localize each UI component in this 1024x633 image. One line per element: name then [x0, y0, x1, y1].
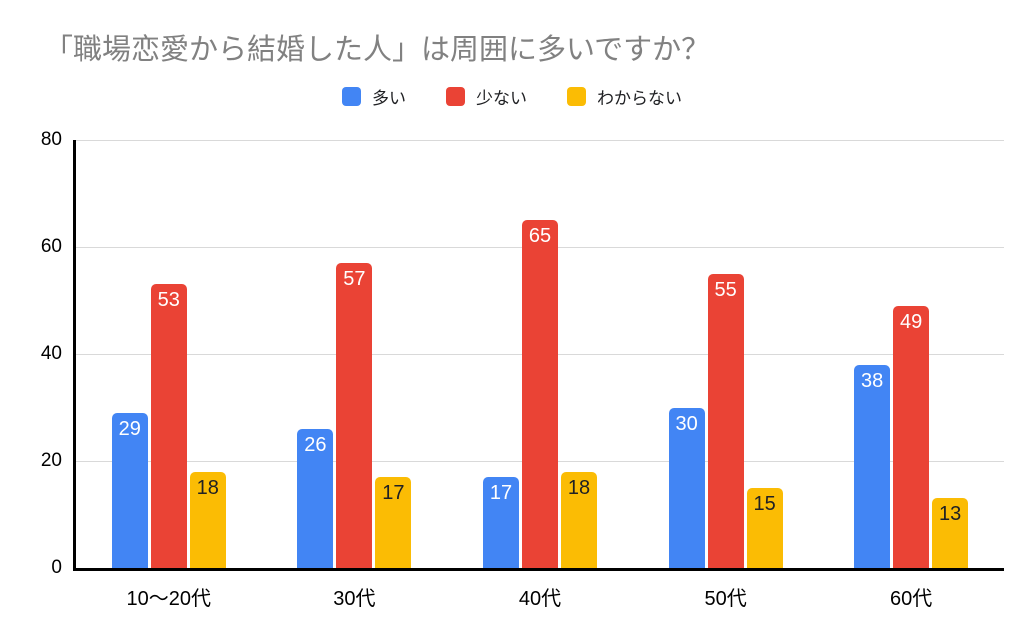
legend-label: 多い [372, 89, 406, 108]
bar: 53 [150, 284, 187, 568]
bar: 38 [854, 364, 891, 568]
y-tick-label: 40 [40, 343, 62, 364]
bar: 26 [297, 428, 334, 568]
bar: 18 [560, 471, 597, 568]
y-tick-label: 20 [40, 450, 62, 471]
x-axis-line [73, 568, 1004, 571]
bar-group: 17 65 18 [482, 220, 597, 568]
bar: 18 [189, 471, 226, 568]
bar: 57 [336, 263, 373, 568]
bar-value-label: 29 [118, 417, 141, 440]
bar-value-label: 57 [343, 268, 366, 291]
bar: 29 [111, 412, 148, 568]
legend-swatch-icon [567, 87, 586, 106]
bar-value-label: 30 [675, 412, 698, 435]
plot-area: 29 53 18 26 57 17 17 65 18 30 55 15 38 49 13 [73, 140, 1004, 571]
bar: 17 [375, 477, 412, 568]
bar-value-label: 17 [489, 482, 513, 505]
x-tick-label: 40代 [518, 588, 562, 610]
bar-value-label: 55 [714, 278, 737, 301]
bar-value-label: 15 [753, 492, 776, 515]
gridline [76, 140, 1004, 141]
bar-value-label: 13 [939, 503, 962, 526]
bar-group: 38 49 13 [854, 305, 969, 568]
legend: 多い 少ない わからない [0, 84, 1024, 109]
bar-value-label: 17 [382, 482, 405, 505]
x-tick-label: 30代 [333, 588, 376, 610]
bar: 55 [707, 273, 744, 568]
bar-value-label: 53 [157, 289, 180, 312]
bar: 17 [482, 477, 519, 568]
bar: 49 [893, 305, 930, 568]
bar: 65 [521, 220, 558, 568]
x-tick-label: 10〜20代 [126, 588, 212, 610]
bar: 15 [746, 487, 783, 568]
legend-item: 多い [342, 84, 406, 109]
legend-item: わからない [567, 84, 682, 109]
bar-group: 26 57 17 [297, 263, 412, 568]
bar-value-label: 65 [528, 225, 552, 248]
bar-value-label: 18 [196, 476, 219, 499]
legend-label: 少ない [476, 89, 527, 108]
y-axis-line [73, 140, 76, 571]
x-axis-labels: 10〜20代 30代 40代 50代 60代 [76, 582, 1004, 611]
x-tick-label: 60代 [890, 588, 933, 610]
chart-title: 「職場恋愛から結婚した人」は周囲に多いですか？ [44, 34, 711, 66]
y-tick-label: 80 [40, 129, 62, 150]
bar: 13 [932, 498, 969, 568]
legend-label: わからない [597, 89, 682, 108]
y-tick-label: 60 [40, 236, 62, 257]
legend-swatch-icon [446, 87, 465, 106]
y-tick-label: 0 [51, 557, 62, 578]
bar-groups: 29 53 18 26 57 17 17 65 18 30 55 15 38 49 13 [76, 140, 1004, 568]
x-tick-label: 50代 [704, 588, 747, 610]
bar: 30 [668, 407, 705, 568]
bar-value-label: 26 [304, 433, 327, 456]
bar-group: 30 55 15 [668, 273, 783, 568]
legend-swatch-icon [342, 87, 361, 106]
bar-value-label: 38 [861, 369, 884, 392]
bar-value-label: 49 [900, 310, 923, 333]
y-axis-labels: 0 20 40 60 80 [0, 129, 62, 578]
bar-value-label: 18 [567, 476, 591, 499]
legend-item: 少ない [446, 84, 527, 109]
bar-group: 29 53 18 [111, 284, 226, 568]
